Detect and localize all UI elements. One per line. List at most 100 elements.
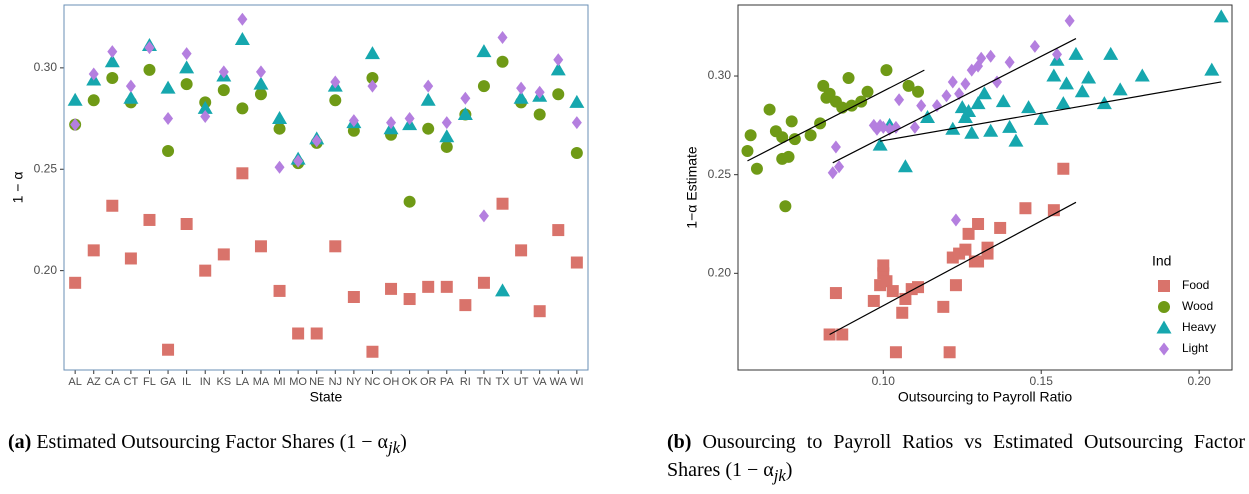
marker	[293, 154, 304, 168]
legend-label: Food	[1182, 278, 1209, 292]
marker	[310, 327, 323, 340]
marker	[943, 346, 956, 359]
marker	[995, 94, 1011, 108]
marker	[897, 159, 913, 173]
marker	[217, 248, 230, 261]
marker	[877, 259, 890, 272]
marker	[254, 240, 267, 253]
x-tick-label: NJ	[329, 376, 342, 388]
marker	[254, 88, 267, 101]
marker	[909, 120, 920, 134]
marker	[946, 251, 959, 264]
marker	[976, 86, 992, 100]
y-tick-label: 0.25	[708, 167, 732, 181]
legend-label: Light	[1182, 341, 1209, 355]
marker	[404, 112, 415, 126]
x-tick-label: FL	[143, 376, 156, 388]
marker	[104, 54, 120, 68]
x-tick-label: WA	[550, 376, 568, 388]
marker	[941, 89, 952, 103]
marker	[364, 46, 380, 60]
marker	[949, 279, 962, 292]
x-tick-label: MO	[289, 376, 307, 388]
marker	[162, 145, 175, 157]
marker	[420, 92, 436, 106]
marker	[292, 327, 305, 340]
x-tick-label: OH	[383, 376, 400, 388]
x-tick-label: 0.20	[1187, 374, 1211, 388]
marker	[1052, 47, 1063, 61]
marker	[829, 287, 842, 300]
marker	[1058, 76, 1074, 90]
marker	[836, 328, 849, 341]
marker	[199, 264, 212, 277]
marker	[880, 275, 893, 288]
trend-line	[880, 81, 1222, 142]
marker	[347, 291, 360, 303]
marker	[197, 100, 213, 114]
x-tick-label: UT	[514, 376, 529, 388]
marker	[1134, 68, 1150, 82]
marker	[495, 283, 511, 297]
marker	[106, 72, 119, 84]
caption: (a) Estimated Outsourcing Factor Shares …	[8, 428, 608, 462]
marker	[180, 218, 193, 230]
marker	[477, 276, 490, 289]
marker	[961, 104, 977, 118]
marker	[959, 243, 972, 256]
marker	[804, 129, 817, 142]
marker	[181, 47, 192, 61]
x-tick-label: PA	[440, 376, 455, 388]
marker	[366, 345, 379, 358]
legend-title: Ind	[1152, 253, 1171, 269]
x-tick-label: KS	[216, 376, 231, 388]
marker	[741, 145, 754, 157]
marker	[983, 123, 999, 137]
marker	[255, 65, 266, 79]
marker	[1064, 14, 1075, 28]
marker	[570, 256, 583, 269]
marker	[886, 285, 899, 298]
marker	[889, 346, 902, 359]
marker	[386, 116, 397, 130]
plot-border	[737, 4, 1233, 371]
marker	[422, 280, 435, 293]
marker	[236, 102, 249, 115]
marker	[218, 65, 229, 79]
marker	[960, 77, 971, 91]
x-tick-label: VA	[533, 376, 548, 388]
marker	[776, 131, 789, 144]
marker	[976, 51, 987, 65]
marker	[533, 305, 546, 318]
marker	[106, 199, 119, 212]
x-tick-label: 0.15	[1030, 374, 1054, 388]
trend-line	[829, 201, 1077, 336]
x-tick-label: AZ	[87, 376, 101, 388]
marker	[1074, 84, 1090, 98]
marker	[478, 209, 489, 223]
x-tick-label: TN	[477, 376, 492, 388]
marker	[950, 213, 961, 227]
marker	[143, 63, 156, 76]
marker	[912, 85, 925, 98]
marker	[366, 72, 379, 84]
x-tick-label: NY	[346, 376, 362, 388]
marker	[962, 227, 975, 240]
marker	[496, 55, 509, 68]
marker	[160, 80, 176, 94]
marker	[570, 147, 583, 160]
marker	[744, 129, 757, 142]
caption: (b) Ousourcing to Payroll Ratios vs Esti…	[667, 428, 1245, 490]
marker	[981, 247, 994, 260]
marker	[69, 276, 82, 289]
x-tick-label: TX	[495, 376, 510, 388]
marker	[788, 133, 801, 146]
caption-subscript: jk	[388, 438, 401, 457]
marker	[1008, 133, 1024, 147]
marker	[1055, 96, 1071, 110]
x-tick-label: WI	[570, 376, 583, 388]
marker	[550, 62, 566, 76]
marker	[1158, 301, 1170, 313]
caption-label: (a)	[8, 431, 32, 453]
marker	[144, 41, 155, 55]
